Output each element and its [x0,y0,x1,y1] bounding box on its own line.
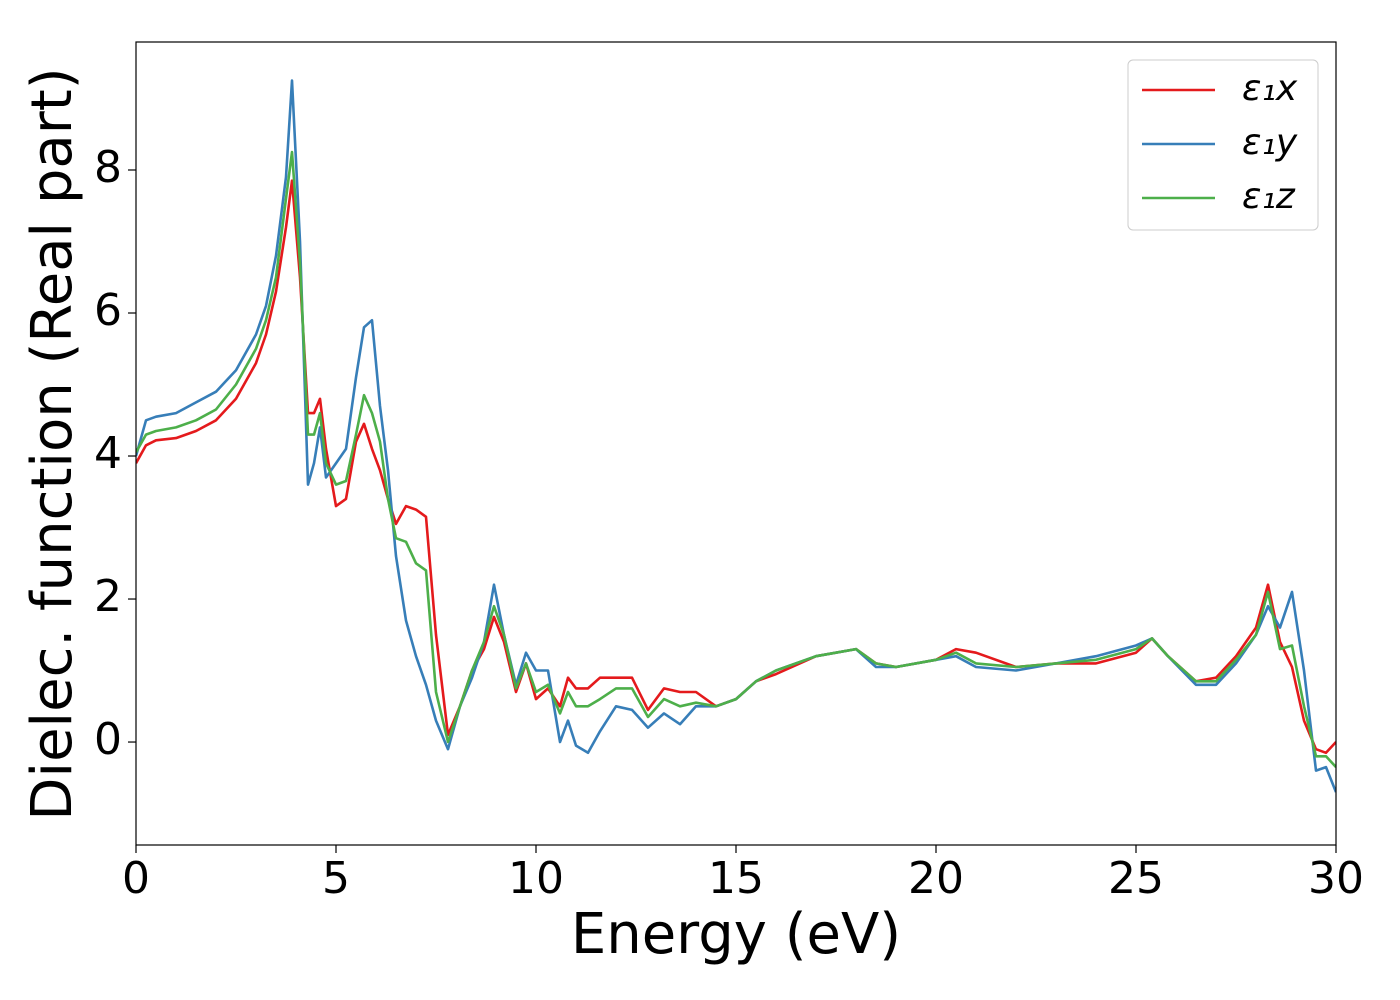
x-tick-label: 0 [122,853,150,904]
legend-label: ε₁y [1242,122,1298,163]
legend-label: ε₁x [1242,68,1298,109]
x-tick-label: 15 [708,853,764,904]
y-axis-label: Dielec. function (Real part) [20,67,85,820]
y-tick-label: 2 [94,571,122,622]
legend-box [1127,59,1319,231]
x-tick-label: 5 [322,853,350,904]
x-tick-label: 25 [1108,853,1164,904]
y-tick-label: 0 [94,714,122,765]
x-tick-label: 10 [508,853,564,904]
x-tick-label: 30 [1308,853,1364,904]
y-tick-label: 8 [94,142,122,193]
y-tick-label: 6 [94,285,122,336]
x-axis-label: Energy (eV) [571,902,901,967]
legend-label: ε₁z [1242,176,1296,217]
y-tick-label: 4 [94,428,122,479]
x-tick-label: 20 [908,853,964,904]
series-line [136,150,1336,768]
plot-lines [136,79,1336,793]
series-line [136,179,1336,755]
series-line [136,79,1336,793]
